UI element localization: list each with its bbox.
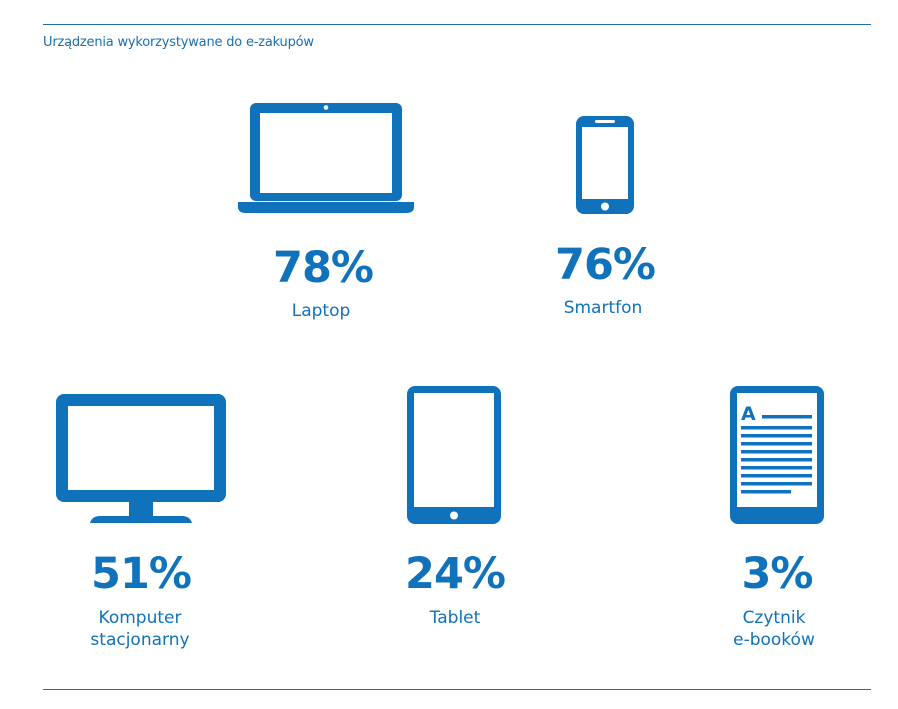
ebook-percent: 3% bbox=[741, 549, 813, 599]
tablet-icon bbox=[407, 386, 501, 524]
desktop-monitor-icon bbox=[56, 394, 226, 523]
desktop-label: Komputer stacjonarny bbox=[90, 608, 190, 650]
ebook-label: Czytnik e-booków bbox=[733, 608, 815, 650]
smartphone-percent: 76% bbox=[555, 240, 656, 290]
tablet-percent: 24% bbox=[405, 549, 506, 599]
smartphone-icon bbox=[576, 116, 634, 214]
chart-title: Urządzenia wykorzystywane do e-zakupów bbox=[43, 35, 314, 50]
smartphone-label: Smartfon bbox=[563, 298, 643, 318]
laptop-percent: 78% bbox=[273, 243, 374, 293]
laptop-label: Laptop bbox=[291, 301, 351, 321]
ebook-reader-icon: A bbox=[730, 386, 824, 524]
bottom-divider bbox=[43, 689, 871, 690]
svg-text:A: A bbox=[741, 403, 756, 425]
top-divider bbox=[43, 24, 871, 25]
laptop-icon bbox=[238, 103, 414, 213]
desktop-percent: 51% bbox=[91, 549, 192, 599]
tablet-label: Tablet bbox=[429, 608, 481, 628]
